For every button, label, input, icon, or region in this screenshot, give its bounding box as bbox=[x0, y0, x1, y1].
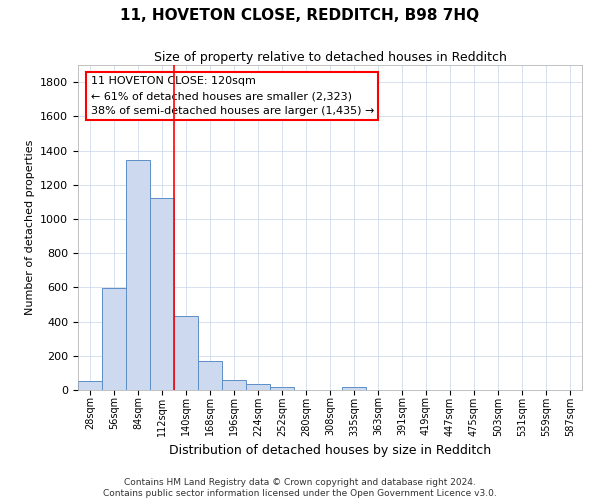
Bar bbox=[246, 384, 270, 390]
Bar bbox=[222, 380, 246, 390]
X-axis label: Distribution of detached houses by size in Redditch: Distribution of detached houses by size … bbox=[169, 444, 491, 457]
Bar bbox=[198, 361, 222, 390]
Bar bbox=[342, 388, 366, 390]
Bar bbox=[270, 388, 294, 390]
Title: Size of property relative to detached houses in Redditch: Size of property relative to detached ho… bbox=[154, 51, 506, 64]
Bar bbox=[126, 160, 150, 390]
Y-axis label: Number of detached properties: Number of detached properties bbox=[25, 140, 35, 315]
Text: Contains HM Land Registry data © Crown copyright and database right 2024.
Contai: Contains HM Land Registry data © Crown c… bbox=[103, 478, 497, 498]
Bar bbox=[78, 380, 102, 390]
Bar bbox=[102, 288, 126, 390]
Text: 11, HOVETON CLOSE, REDDITCH, B98 7HQ: 11, HOVETON CLOSE, REDDITCH, B98 7HQ bbox=[121, 8, 479, 22]
Bar bbox=[150, 198, 174, 390]
Bar bbox=[174, 316, 198, 390]
Text: 11 HOVETON CLOSE: 120sqm
← 61% of detached houses are smaller (2,323)
38% of sem: 11 HOVETON CLOSE: 120sqm ← 61% of detach… bbox=[91, 76, 374, 116]
